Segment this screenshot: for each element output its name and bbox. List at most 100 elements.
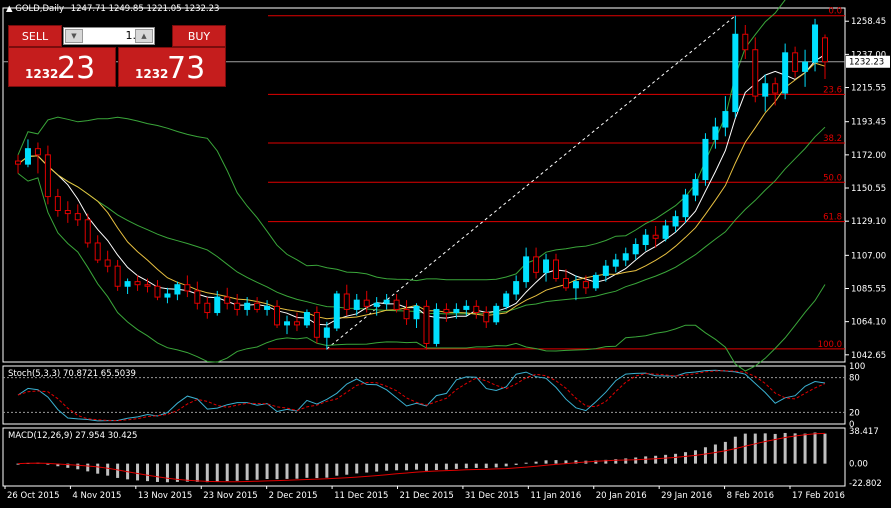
macd-histogram-bar [285, 463, 289, 479]
macd-histogram-bar [664, 454, 668, 464]
macd-histogram-bar [803, 433, 807, 464]
macd-histogram-bar [424, 463, 428, 471]
macd-histogram-bar [265, 463, 269, 480]
candle-body [34, 148, 41, 156]
candle-body [284, 321, 290, 326]
fib-label: 38.2 [823, 134, 842, 144]
candle-body [154, 285, 161, 298]
chart-title: ▲ GOLD,Daily 1247.71 1249.85 1221.05 123… [6, 4, 219, 14]
candle-body [562, 278, 569, 289]
candle-body [94, 242, 101, 261]
x-tick-label: 8 Feb 2016 [727, 491, 775, 501]
x-tick-label: 4 Nov 2015 [72, 491, 121, 501]
candle-body [682, 194, 689, 218]
macd-histogram-bar [66, 463, 70, 468]
macd-histogram-bar [604, 459, 608, 464]
candle-body [652, 234, 659, 239]
macd-histogram-bar [514, 463, 518, 465]
fib-label: 23.6 [823, 85, 842, 95]
macd-histogram-bar [56, 463, 60, 467]
lot-increase-icon[interactable]: ▲ [135, 29, 153, 43]
candle-body [44, 154, 51, 198]
candle-body [244, 302, 251, 310]
candle-body [323, 327, 330, 338]
candle-body [463, 305, 470, 310]
stoch-level-label: 80 [849, 374, 860, 384]
macd-level-label: 38.417 [849, 427, 879, 437]
macd-histogram-bar [46, 463, 50, 465]
macd-histogram-bar [823, 433, 827, 464]
collapse-icon[interactable]: ▲ [6, 4, 13, 14]
candle-body [752, 49, 759, 97]
x-tick-label: 23 Nov 2015 [203, 491, 257, 501]
x-tick-label: 20 Jan 2016 [596, 491, 647, 501]
macd-histogram-bar [405, 463, 409, 471]
chart-frame [2, 7, 846, 487]
ma-fast [17, 54, 826, 326]
sell-price-prefix: 1232 [25, 67, 59, 81]
candle-body [782, 52, 789, 94]
macd-histogram-bar [155, 463, 159, 482]
candle-body [582, 281, 589, 289]
buy-button[interactable]: BUY [172, 25, 226, 47]
candle-body [772, 83, 779, 94]
candle-body [353, 299, 360, 310]
stoch-level-label: 20 [849, 408, 860, 418]
bollinger-middle [17, 126, 826, 315]
macd-histogram-bar [275, 463, 279, 480]
candle-body [224, 296, 231, 304]
candle-body [403, 308, 410, 320]
sell-price-box[interactable]: 1232 23 [8, 47, 116, 87]
candle-body [523, 256, 530, 283]
bollinger-upper [17, 0, 786, 282]
y-tick-label: 1064.10 [851, 318, 886, 328]
lot-decrease-icon[interactable]: ▼ [65, 29, 83, 43]
buy-price-prefix: 1232 [135, 67, 169, 81]
candle-body [144, 284, 151, 287]
macd-histogram-bar [305, 463, 309, 478]
candle-body [443, 308, 450, 314]
sell-price-big: 23 [57, 51, 96, 86]
sell-button[interactable]: SELL [8, 25, 62, 47]
macd-histogram-bar [365, 463, 369, 473]
candle-body [632, 244, 639, 255]
price-axis: 1258.45 1237.00 1215.55 1193.45 1172.00 1150.… [845, 17, 890, 361]
stoch-frame [2, 365, 846, 425]
y-tick-label: 1215.55 [851, 84, 886, 94]
x-tick-label: 11 Dec 2015 [334, 491, 388, 501]
candle-body [383, 299, 390, 304]
candle-body [543, 259, 550, 273]
lot-size-field[interactable]: ▼ 1.00 ▲ [63, 27, 155, 45]
candle-body [393, 299, 400, 310]
candle-body [762, 83, 769, 97]
candle-body [164, 293, 171, 298]
x-tick-label: 11 Jan 2016 [530, 491, 581, 501]
candle-body [453, 308, 460, 314]
macd-frame [2, 427, 846, 487]
x-tick-label: 17 Feb 2016 [792, 491, 845, 501]
macd-histogram-bar [76, 463, 80, 470]
candle-body [662, 225, 669, 239]
macd-histogram-bar [743, 433, 747, 464]
candle-body [84, 219, 91, 244]
candle-body [822, 37, 828, 63]
candle-body [184, 284, 191, 292]
candle-body [124, 281, 131, 287]
macd-histogram-bar [375, 463, 379, 472]
candle-body [333, 293, 340, 329]
macd-histogram-bar [255, 463, 259, 480]
candle-body [54, 196, 61, 212]
buy-price-box[interactable]: 1232 73 [118, 47, 226, 87]
y-tick-label: 1107.00 [851, 251, 886, 261]
y-tick-label: 1150.55 [851, 184, 886, 194]
candle-body [622, 253, 629, 261]
bollinger-lower [17, 173, 826, 372]
macd-histogram-bar [205, 463, 209, 483]
candle-body [313, 312, 320, 338]
time-axis: 26 Oct 2015 4 Nov 2015 13 Nov 2015 23 Nov 2… [4, 486, 845, 501]
macd-histogram-bar [723, 441, 727, 464]
current-price-box [846, 55, 890, 68]
macd-histogram-bar [235, 463, 239, 481]
candle-body [433, 308, 440, 344]
y-tick-label: 1172.00 [851, 151, 886, 161]
